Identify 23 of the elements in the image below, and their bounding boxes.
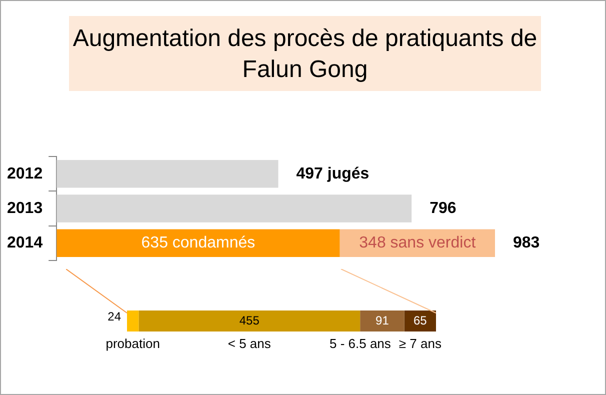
chart-title: Augmentation des procès de pratiquants de Falun Gong: [69, 16, 541, 91]
y-tick-label: 2012: [7, 165, 43, 182]
bar: [127, 310, 139, 332]
series-label: ≥ 7 ans: [398, 336, 442, 352]
data-label: 65: [414, 313, 428, 328]
total-label: 983: [513, 234, 540, 252]
y-tick-label: 2014: [7, 234, 43, 252]
data-label: 348 sans verdict: [359, 234, 476, 252]
bar: [360, 310, 404, 332]
series-label: < 5 ans: [228, 336, 272, 352]
series-label: probation: [106, 336, 160, 352]
bar: [56, 194, 412, 222]
data-label: 24: [108, 309, 122, 324]
data-label: 91: [376, 313, 390, 328]
bar: [138, 310, 360, 332]
data-label: 635 condamnés: [141, 234, 256, 252]
total-label: 796: [430, 200, 456, 217]
bar: [56, 229, 340, 257]
bar: [56, 160, 278, 188]
y-tick-label: 2013: [7, 200, 43, 217]
series-label: 5 - 6.5 ans: [329, 336, 392, 352]
data-label: 455: [239, 313, 260, 328]
total-label: 497 jugés: [296, 165, 370, 182]
